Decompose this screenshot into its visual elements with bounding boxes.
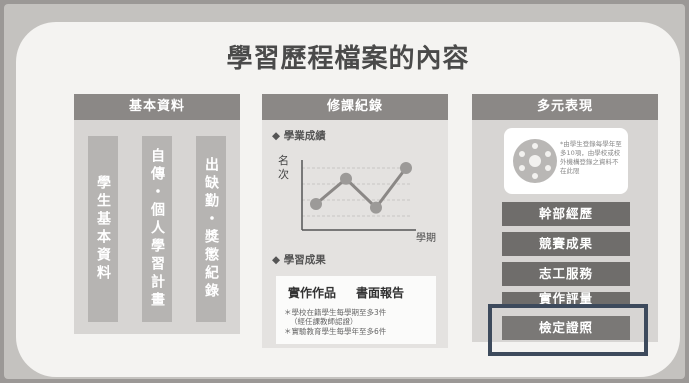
column-header-basic: 基本資料 <box>74 94 240 120</box>
chart-ylabel: 名次 <box>278 154 289 181</box>
bullet-1: ＊學校在籍學生每學期至多3件 <box>284 308 387 317</box>
section-outcomes: ◆ 學習成果 <box>272 254 326 266</box>
item-student-info: 學生基本資料 <box>88 136 118 322</box>
chart-point <box>340 172 352 185</box>
item-practical-assessment: 實作評量 <box>502 292 630 306</box>
column-basic-info: 基本資料 學生基本資料 自傳・個人學習計畫 出缺勤・獎懲紀錄 <box>74 94 240 334</box>
column-body-diverse: *由學生登錄每學年至多10項，由學校或校外機構登錄之資料不在此限 幹部經歷 競賽… <box>472 120 658 356</box>
paper-background: 學習歷程檔案的內容 基本資料 學生基本資料 自傳・個人學習計畫 出缺勤・獎懲紀錄… <box>4 4 685 379</box>
section-grades: ◆ 學業成績 <box>272 130 326 142</box>
outcomes-card: 實作作品 書面報告 ＊學校在籍學生每學期至多3件 （經任課教師認證） ＊實驗教育… <box>276 276 436 344</box>
info-card: *由學生登錄每學年至多10項，由學校或校外機構登錄之資料不在此限 <box>504 128 628 194</box>
item-volunteer: 志工服務 <box>502 262 630 286</box>
diverse-icon <box>513 139 557 183</box>
item-autobiography: 自傳・個人學習計畫 <box>142 136 172 322</box>
slide: 學習歷程檔案的內容 基本資料 學生基本資料 自傳・個人學習計畫 出缺勤・獎懲紀錄… <box>16 22 680 377</box>
column-header-courses: 修課紀錄 <box>262 94 448 120</box>
column-body-basic: 學生基本資料 自傳・個人學習計畫 出缺勤・獎懲紀錄 <box>74 120 240 334</box>
chart-point <box>310 198 322 210</box>
column-course-records: 修課紀錄 ◆ 學業成績 名次 學期 ◆ 學習成果 實作作品 書面報告 ＊學校在籍… <box>262 94 448 348</box>
item-competition: 競賽成果 <box>502 232 630 256</box>
diverse-note: *由學生登錄每學年至多10項，由學校或校外機構登錄之資料不在此限 <box>560 140 622 175</box>
column-body-courses: ◆ 學業成績 名次 學期 ◆ 學習成果 實作作品 書面報告 ＊學校在籍學生每學期… <box>262 120 448 348</box>
card-title-works: 實作作品 <box>288 286 337 300</box>
column-header-diverse: 多元表現 <box>472 94 658 120</box>
highlight-box <box>488 304 648 356</box>
column-diverse: 多元表現 *由學生登錄每學年至多10項，由學校或校外機構登錄之資料不在此限 <box>472 94 658 356</box>
item-certificates: 檢定證照 <box>502 316 630 340</box>
chart-point <box>370 201 382 214</box>
page-title: 學習歷程檔案的內容 <box>226 44 470 74</box>
bullet-2: （經任課教師認證） <box>290 317 358 326</box>
item-attendance: 出缺勤・獎懲紀錄 <box>196 136 226 322</box>
card-title-reports: 書面報告 <box>356 286 405 300</box>
chart-svg <box>301 160 416 231</box>
chart-point <box>400 162 412 174</box>
grades-chart: 名次 學期 <box>276 150 436 246</box>
item-leadership: 幹部經歷 <box>502 202 630 226</box>
bullet-3: ＊實驗教育學生每學年至多6件 <box>284 327 387 336</box>
chart-series-line <box>315 167 408 210</box>
chart-xlabel: 學期 <box>416 233 436 244</box>
